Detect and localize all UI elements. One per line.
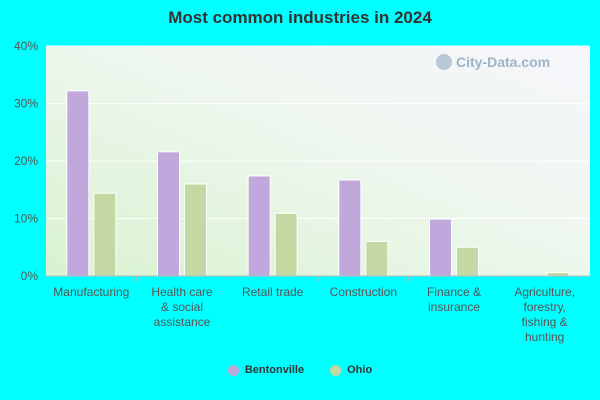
legend-swatch-ohio [330,364,342,376]
x-tick-label: Health care & social assistance [151,285,213,329]
bar-bentonville-4 [338,179,362,277]
bar-bentonville-5 [429,218,452,277]
legend-swatch-bentonville [227,364,239,376]
bar-ohio-1 [93,192,117,277]
y-axis: 0% 10% 20% 30% 40% [14,39,38,283]
bar-bentonville-3 [247,175,271,277]
legend-label-ohio: Ohio [347,364,373,376]
chart-title: Most common industries in 2024 [168,8,432,27]
bar-bentonville-2 [157,151,180,277]
y-tick-label: 30% [14,97,38,111]
y-tick-label: 10% [14,212,38,226]
bar-ohio-3 [274,212,298,277]
x-tick-label: Retail trade [242,285,304,299]
bar-ohio-6 [546,272,570,277]
x-tick-label: Agriculture, forestry, fishing & hunting [514,285,575,344]
bar-ohio-5 [456,246,479,277]
x-tick-label: Construction [330,285,397,299]
legend: Bentonville Ohio [0,364,600,376]
legend-item-ohio: Ohio [330,364,372,376]
bar-ohio-4 [365,241,389,277]
y-tick-label: 0% [21,269,39,283]
legend-label-bentonville: Bentonville [244,364,305,376]
x-tick-label: Finance & insurance [427,285,481,314]
grid-lines [46,45,590,219]
watermark-text: City-Data.com [456,54,551,70]
x-axis: Manufacturing Health care & social assistan… [53,276,575,344]
bar-ohio-2 [184,183,207,277]
watermark: City-Data.com [436,54,550,70]
bar-bentonville-1 [66,90,90,277]
y-tick-label: 40% [14,39,38,53]
y-tick-label: 20% [14,154,38,168]
x-tick-label: Manufacturing [53,285,129,299]
legend-item-bentonville: Bentonville [227,364,305,376]
city-data-logo-icon [436,54,452,70]
